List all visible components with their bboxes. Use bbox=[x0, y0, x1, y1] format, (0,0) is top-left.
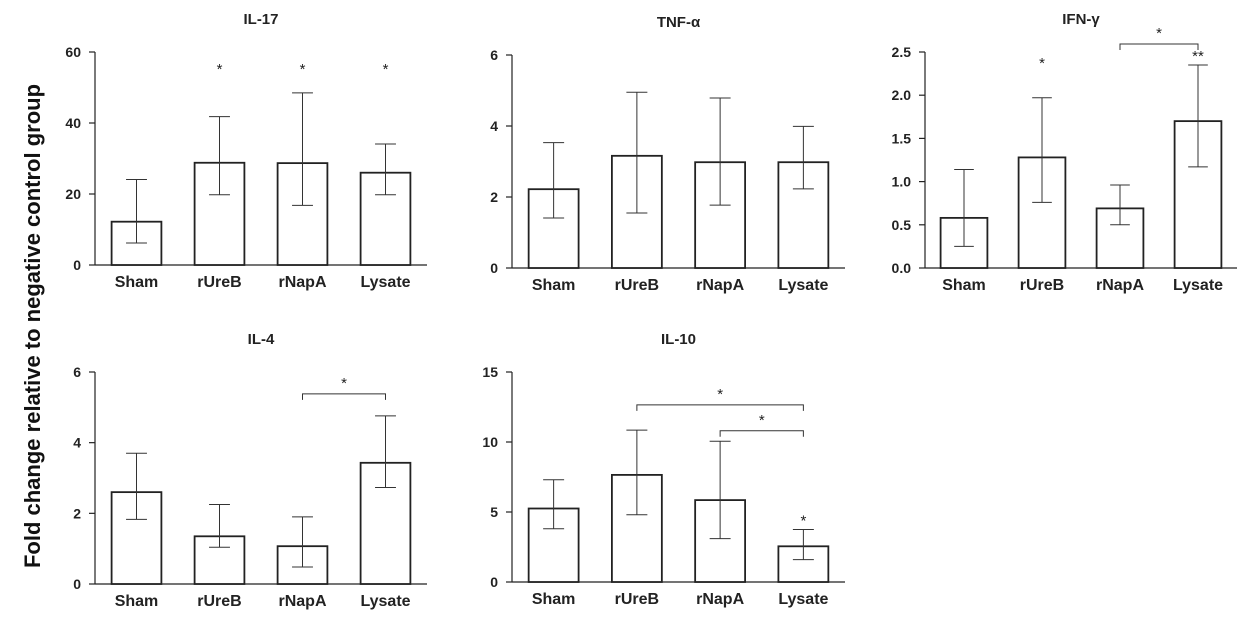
chart-panel-1: IL-17 0 20 40 60 Sham rUreB * rNapA * Lysate * bbox=[65, 11, 427, 291]
x-tick-label: Lysate bbox=[778, 591, 828, 608]
y-tick-label: 0 bbox=[73, 576, 81, 592]
bar-rureb bbox=[611, 473, 663, 583]
significance-marker: * bbox=[800, 513, 806, 530]
y-tick-label: 2.5 bbox=[892, 44, 912, 60]
x-tick-label: Sham bbox=[942, 277, 986, 294]
significance-marker: ** bbox=[1192, 48, 1204, 65]
chart-panel-5: IL-10 0 5 10 15 Sham rUreB rNapA Lysate * * * bbox=[482, 331, 845, 608]
significance-bracket bbox=[1119, 43, 1199, 50]
y-tick-label: 40 bbox=[65, 115, 81, 131]
significance-bracket bbox=[719, 430, 804, 437]
chart-title: TNF-α bbox=[657, 14, 701, 31]
chart-title: IL-4 bbox=[248, 331, 275, 348]
y-tick-label: 1.0 bbox=[892, 174, 912, 190]
y-tick-label: 4 bbox=[73, 435, 81, 451]
x-tick-label: rNapA bbox=[696, 277, 744, 294]
x-tick-label: rNapA bbox=[278, 274, 326, 291]
significance-bracket bbox=[302, 393, 386, 400]
bracket-significance-label: * bbox=[759, 412, 765, 429]
significance-marker: * bbox=[1039, 55, 1045, 72]
y-tick-label: 4 bbox=[490, 118, 498, 134]
y-tick-label: 0 bbox=[490, 260, 498, 276]
y-tick-label: 10 bbox=[482, 434, 498, 450]
x-tick-label: Sham bbox=[532, 591, 576, 608]
chart-panel-4: IL-4 0 2 4 6 Sham rUreB rNapA Lysate * bbox=[73, 331, 427, 610]
x-tick-label: rNapA bbox=[1096, 277, 1144, 294]
y-tick-label: 5 bbox=[490, 504, 498, 520]
x-tick-label: Lysate bbox=[360, 593, 410, 610]
y-tick-label: 20 bbox=[65, 186, 81, 202]
y-tick-label: 2 bbox=[490, 189, 498, 205]
chart-title: IL-17 bbox=[243, 11, 278, 28]
significance-marker: * bbox=[383, 61, 389, 78]
x-tick-label: rNapA bbox=[278, 593, 326, 610]
y-tick-label: 0 bbox=[73, 257, 81, 273]
x-tick-label: rUreB bbox=[197, 593, 241, 610]
chart-panel-2: TNF-α 0 2 4 6 Sham rUreB rNapA Lysate bbox=[490, 14, 845, 294]
common-y-axis-label: Fold change relative to negative control… bbox=[20, 84, 45, 568]
x-tick-label: rUreB bbox=[197, 274, 241, 291]
bracket-significance-label: * bbox=[341, 375, 347, 392]
x-tick-label: Sham bbox=[532, 277, 576, 294]
x-tick-label: Lysate bbox=[360, 274, 410, 291]
y-tick-label: 0.0 bbox=[892, 260, 912, 276]
y-tick-label: 15 bbox=[482, 364, 498, 380]
significance-marker: * bbox=[300, 61, 306, 78]
significance-marker: * bbox=[217, 61, 223, 78]
x-tick-label: Lysate bbox=[778, 277, 828, 294]
y-tick-label: 60 bbox=[65, 44, 81, 60]
y-tick-label: 2.0 bbox=[892, 87, 912, 103]
bracket-significance-label: * bbox=[717, 386, 723, 403]
x-tick-label: Sham bbox=[115, 593, 159, 610]
x-tick-label: rUreB bbox=[615, 277, 659, 294]
y-tick-label: 6 bbox=[73, 364, 81, 380]
chart-title: IL-10 bbox=[661, 331, 696, 348]
y-tick-label: 0 bbox=[490, 574, 498, 590]
x-tick-label: Lysate bbox=[1173, 277, 1223, 294]
x-tick-label: Sham bbox=[115, 274, 159, 291]
x-tick-label: rUreB bbox=[615, 591, 659, 608]
y-tick-label: 1.5 bbox=[892, 130, 912, 146]
y-tick-label: 2 bbox=[73, 505, 81, 521]
y-tick-label: 0.5 bbox=[892, 217, 912, 233]
bracket-significance-label: * bbox=[1156, 25, 1162, 42]
chart-title: IFN-γ bbox=[1062, 11, 1100, 28]
chart-panel-3: IFN-γ 0.0 0.5 1.0 1.5 2.0 2.5 Sham rUreB * rNapA Ly… bbox=[892, 11, 1237, 294]
y-tick-label: 6 bbox=[490, 47, 498, 63]
significance-bracket bbox=[636, 404, 804, 411]
x-tick-label: rNapA bbox=[696, 591, 744, 608]
x-tick-label: rUreB bbox=[1020, 277, 1064, 294]
